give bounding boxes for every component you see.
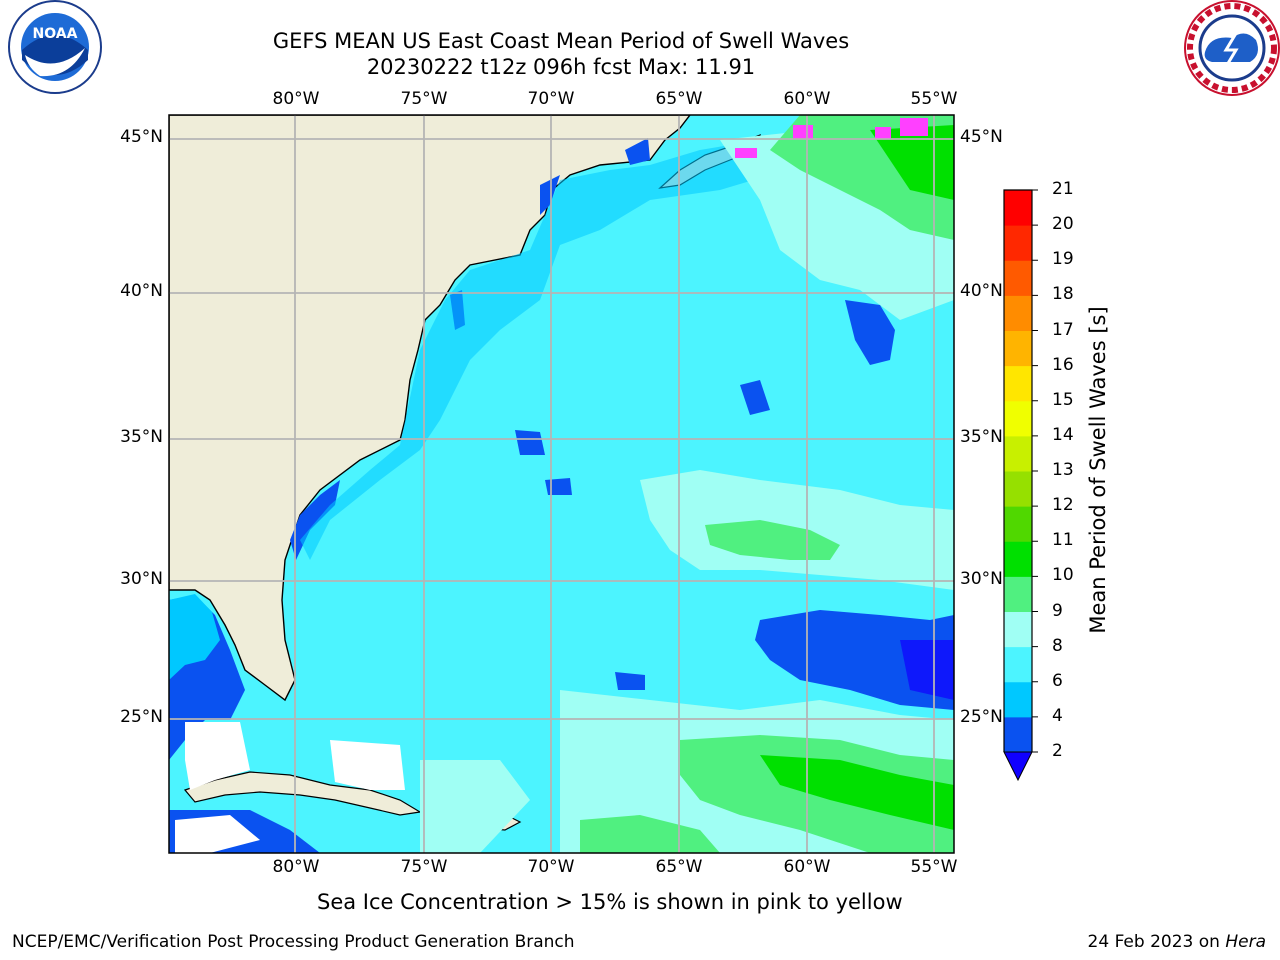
missing-data-patch: [185, 722, 250, 790]
sea-ice-patch: [793, 125, 813, 139]
colorbar-tick-label: 6: [1052, 670, 1063, 691]
colorbar-segment: [1004, 611, 1032, 648]
sea-ice-note: Sea Ice Concentration > 15% is shown in …: [317, 890, 903, 914]
colorbar-segment: [1004, 260, 1032, 296]
generation-date: 24 Feb 2023 on Hera: [1088, 932, 1266, 952]
colorbar-tick-label: 13: [1052, 460, 1074, 480]
colorbar-under-arrow: [1003, 751, 1033, 782]
lon-label-top: 60°W: [783, 89, 831, 109]
map-area: [169, 115, 954, 853]
graticule: [169, 115, 954, 853]
lon-label-top: 80°W: [272, 89, 320, 109]
map-title: GEFS MEAN US East Coast Mean Period of S…: [272, 29, 850, 53]
lat-label-left: 45°N: [120, 127, 163, 147]
noaa-logo: NOAA: [8, 0, 102, 94]
colorbar-tick-label: 9: [1052, 600, 1063, 621]
colorbar-tick-label: 2: [1052, 741, 1063, 761]
colorbar-segment: [1004, 365, 1032, 402]
colorbar-segment: [1004, 646, 1032, 683]
colorbar-tick-label: 4: [1052, 705, 1063, 726]
land-north-america: [169, 115, 691, 702]
nws-logo: [1184, 0, 1280, 96]
blue-swell-east: [755, 610, 954, 710]
lat-label-right: 35°N: [960, 427, 1003, 447]
lat-label-right: 40°N: [960, 281, 1003, 301]
colorbar-tick-label: 18: [1052, 284, 1074, 305]
colorbar-tick-label: 15: [1052, 389, 1074, 410]
colorbar-tick-label: 17: [1052, 319, 1074, 340]
colorbar-tick-label: 21: [1052, 179, 1074, 199]
lat-label-right: 25°N: [960, 707, 1003, 727]
colorbar-title: Mean Period of Swell Waves [s]: [1086, 306, 1110, 634]
lon-label-bottom: 65°W: [655, 857, 703, 877]
noaa-logo-text: NOAA: [33, 26, 78, 42]
colorbar-segment: [1004, 330, 1032, 367]
map-subtitle: 20230222 t12z 096h fcst Max: 11.91: [366, 55, 756, 79]
colorbar-segment: [1004, 400, 1032, 437]
gulf-cyan: [169, 594, 220, 680]
colorbar-segment: [1004, 541, 1032, 577]
lat-label-left: 25°N: [120, 707, 163, 727]
lon-label-bottom: 55°W: [910, 857, 958, 877]
colorbar-segment: [1004, 576, 1032, 612]
lat-label-right: 30°N: [960, 569, 1003, 589]
date-text: 24 Feb 2023 on: [1087, 932, 1220, 952]
lat-label-right: 45°N: [960, 127, 1003, 147]
colorbar-tick-label: 19: [1052, 249, 1074, 270]
colorbar-segment: [1004, 506, 1032, 542]
machine-name: Hera: [1225, 932, 1266, 952]
colorbar-segment: [1004, 295, 1032, 331]
lat-label-left: 40°N: [120, 281, 163, 301]
colorbar-tick-label: 20: [1052, 214, 1074, 235]
colorbar-tick-label: 8: [1052, 635, 1063, 656]
lon-label-top: 70°W: [527, 89, 575, 109]
lon-label-top: 55°W: [910, 89, 958, 109]
map-frame: [168, 114, 955, 854]
colorbar-segment: [1004, 225, 1032, 261]
colorbar-segment: [1004, 681, 1032, 718]
lon-label-bottom: 75°W: [400, 857, 448, 877]
colorbar-tick-label: 14: [1052, 424, 1074, 445]
lon-label-bottom: 70°W: [527, 857, 575, 877]
colorbar-tick-label: 10: [1052, 565, 1074, 586]
lon-label-top: 65°W: [655, 89, 703, 109]
lat-label-left: 35°N: [120, 427, 163, 447]
land-cuba: [183, 771, 422, 816]
lon-label-bottom: 60°W: [783, 857, 831, 877]
colorbar-tick-label: 11: [1052, 530, 1074, 551]
lon-label-top: 75°W: [400, 89, 448, 109]
organization-credit: NCEP/EMC/Verification Post Processing Pr…: [12, 932, 575, 952]
lat-label-left: 30°N: [120, 569, 163, 589]
colorbar-segment: [1004, 435, 1032, 472]
colorbar-tick-label: 16: [1052, 354, 1074, 375]
colorbar-segment: [1004, 190, 1032, 226]
colorbar-segment: [1004, 471, 1032, 507]
colorbar: [1003, 189, 1038, 782]
colorbar-tick-label: 12: [1052, 495, 1074, 516]
lon-label-bottom: 80°W: [272, 857, 320, 877]
colorbar-segment: [1004, 716, 1032, 753]
